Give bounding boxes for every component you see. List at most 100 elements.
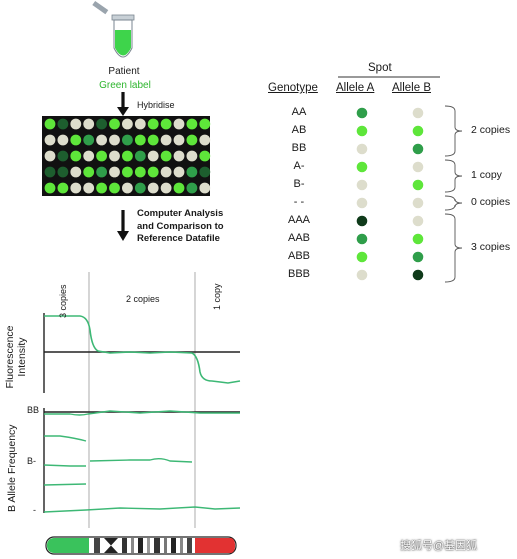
microarray-spot xyxy=(96,182,107,194)
patient-label: Patient xyxy=(108,66,140,77)
allele-b-spot xyxy=(412,125,424,137)
microarray-spot xyxy=(186,166,198,178)
microarray-spot xyxy=(160,150,172,162)
microarray-spot xyxy=(173,134,185,146)
genotype-aa: AA xyxy=(291,106,307,118)
microarray-spot xyxy=(109,150,120,162)
microarray-spot xyxy=(83,134,95,146)
microarray-spot xyxy=(44,150,56,162)
baf-trace-aa xyxy=(43,506,241,513)
allele-b-spot xyxy=(412,179,424,191)
microarray-spot xyxy=(109,166,120,178)
brace xyxy=(444,213,463,283)
allele-a-spot xyxy=(356,107,368,119)
baf-trace-bb xyxy=(44,410,240,416)
microarray-spot xyxy=(147,182,159,194)
microarray-spot xyxy=(57,134,69,146)
microarray-spot xyxy=(96,150,107,162)
microarray-spot xyxy=(57,150,69,162)
microarray-spot xyxy=(199,134,211,146)
fluorescence-trace xyxy=(44,315,241,384)
baf-axis-label: B Allele Frequency xyxy=(6,424,18,512)
allele-a-spot xyxy=(356,125,368,137)
microarray-spot xyxy=(186,134,198,146)
hybridise-label: Hybridise xyxy=(137,100,175,110)
microarray-spot xyxy=(122,182,133,194)
group-2-copies: 2 copies xyxy=(471,124,511,136)
allele-b-spot xyxy=(412,143,424,155)
green-label-text: Green label xyxy=(99,80,151,91)
allele-b-spot xyxy=(412,251,424,263)
genotype-aaa: AAA xyxy=(287,214,310,226)
microarray-spot xyxy=(70,166,82,178)
microarray-spot xyxy=(122,118,133,130)
copy-number-braces xyxy=(444,105,463,283)
allele-a-spot xyxy=(356,161,368,173)
microarray-spot xyxy=(109,118,120,130)
group-1-copy: 1 copy xyxy=(471,169,502,181)
watermark: 搜狐号@基因狐 xyxy=(400,540,478,552)
microarray-spot xyxy=(109,182,120,194)
region-1-copy-label: 1 copy xyxy=(212,283,222,310)
allele-b-header: Allele B xyxy=(392,82,431,94)
brace xyxy=(444,195,463,211)
genotype-header: Genotype xyxy=(268,82,318,94)
genotype-b-null: B- xyxy=(293,178,305,190)
genotype-null-null: - - xyxy=(293,196,305,208)
genotype-bb: BB xyxy=(291,142,307,154)
microarray-spot xyxy=(57,118,69,130)
region-2-copies-label: 2 copies xyxy=(126,294,160,304)
allele-a-spot xyxy=(356,197,368,209)
microarray-spot xyxy=(44,182,56,194)
allele-a-spot xyxy=(356,143,368,155)
chromosome-ideogram xyxy=(45,536,237,555)
microarray-spot xyxy=(199,150,211,162)
microarray-spot xyxy=(70,134,82,146)
microarray-spot xyxy=(173,150,185,162)
allele-b-spot xyxy=(412,215,424,227)
baf-trace-upper xyxy=(44,435,87,442)
baf-tick-b-null: B- xyxy=(27,456,36,466)
microarray-spot xyxy=(44,166,56,178)
baf-tick-null: - xyxy=(33,505,36,515)
microarray-spot xyxy=(173,182,185,194)
microarray-spot xyxy=(122,166,133,178)
microarray-spot xyxy=(96,166,107,178)
allele-b-spot xyxy=(412,161,424,173)
allele-a-spot xyxy=(356,233,368,245)
microarray-spot xyxy=(70,118,82,130)
microarray-spot xyxy=(199,166,211,178)
microarray-spot xyxy=(173,166,185,178)
analysis-line-2: and Comparison to xyxy=(137,220,224,232)
allele-a-spot xyxy=(356,179,368,191)
microarray-spot xyxy=(57,166,69,178)
arrow-down-icon xyxy=(117,92,129,116)
allele-a-spot xyxy=(356,269,368,281)
analysis-line-3: Reference Datafile xyxy=(137,233,220,244)
microarray-spot xyxy=(134,150,146,162)
analysis-line-1: Computer Analysis xyxy=(137,208,224,219)
microarray-spot xyxy=(147,134,159,146)
genotype-abb: ABB xyxy=(287,250,310,262)
microarray-spot xyxy=(147,118,159,130)
region-3-copies-label: 3 copies xyxy=(58,284,68,318)
baf-trace-mid xyxy=(43,464,86,467)
microarray-spot xyxy=(96,118,107,130)
group-3-copies: 3 copies xyxy=(471,241,511,253)
brace xyxy=(444,105,463,157)
microarray-spot xyxy=(44,118,56,130)
tube-icon xyxy=(92,0,135,58)
microarray-spot xyxy=(83,166,95,178)
microarray-spot xyxy=(134,118,146,130)
microarray-spot xyxy=(83,150,95,162)
microarray-spots xyxy=(44,118,211,194)
allele-b-spot xyxy=(412,107,424,119)
genotype-ab: AB xyxy=(291,124,307,136)
arrow-down-icon xyxy=(117,210,129,241)
microarray-spot xyxy=(199,182,211,194)
microarray-spot xyxy=(173,118,185,130)
microarray-spot xyxy=(186,118,198,130)
allele-a-header: Allele A xyxy=(336,82,375,94)
microarray-spot xyxy=(44,134,56,146)
